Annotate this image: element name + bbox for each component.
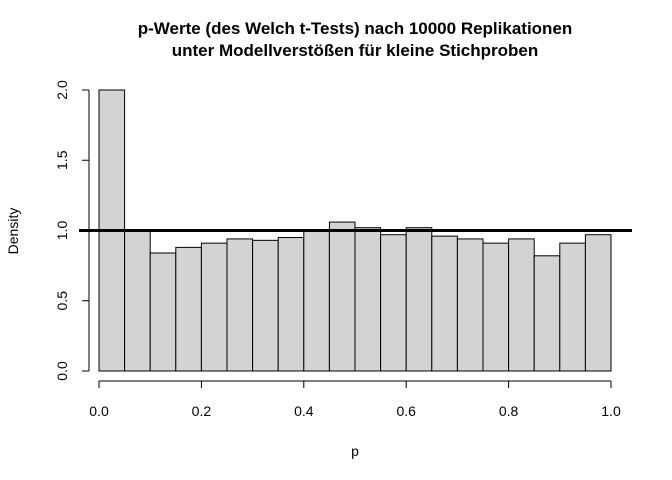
histogram-bar [226, 238, 254, 372]
y-tick-label: 1.5 [54, 150, 70, 170]
x-tick-label: 0.2 [192, 403, 212, 419]
y-tick-label: 1.0 [54, 221, 70, 241]
histogram-bars [98, 89, 612, 372]
histogram-bar [200, 242, 228, 372]
histogram-bar [328, 221, 356, 372]
histogram-bar [405, 227, 433, 372]
histogram-bar [380, 234, 407, 372]
chart-title-line-2: unter Modellverstößen für kleine Stichpr… [172, 41, 539, 60]
x-axis-label: p [351, 443, 359, 459]
histogram-bar [508, 238, 535, 372]
histogram-bar [584, 234, 612, 372]
histogram-bar [559, 242, 586, 372]
x-tick-label: 0.0 [89, 403, 109, 419]
histogram-bar [149, 252, 177, 372]
x-axis: 0.0 0.2 0.4 0.6 0.8 1.0 [89, 380, 621, 419]
histogram-bar [252, 239, 279, 372]
x-tick-label: 0.8 [499, 403, 519, 419]
histogram-bar [175, 246, 202, 372]
y-axis: 0.0 0.5 1.0 1.5 2.0 [54, 80, 90, 381]
x-tick-label: 0.4 [294, 403, 314, 419]
histogram-bar [124, 230, 151, 372]
y-axis-label: Density [5, 208, 21, 255]
histogram-bar [303, 230, 330, 372]
histogram-bar [456, 238, 484, 372]
y-tick-label: 0.0 [54, 361, 70, 381]
x-tick-label: 1.0 [601, 403, 621, 419]
y-tick-label: 0.5 [54, 291, 70, 311]
chart-title-line-1: p-Werte (des Welch t-Tests) nach 10000 R… [138, 19, 573, 38]
histogram-bar [277, 237, 305, 372]
histogram-bar [431, 235, 458, 372]
y-tick-label: 2.0 [54, 80, 70, 100]
x-tick-label: 0.6 [396, 403, 416, 419]
histogram-bar [482, 242, 510, 372]
histogram-bar [354, 227, 382, 372]
histogram-bar [533, 255, 561, 372]
